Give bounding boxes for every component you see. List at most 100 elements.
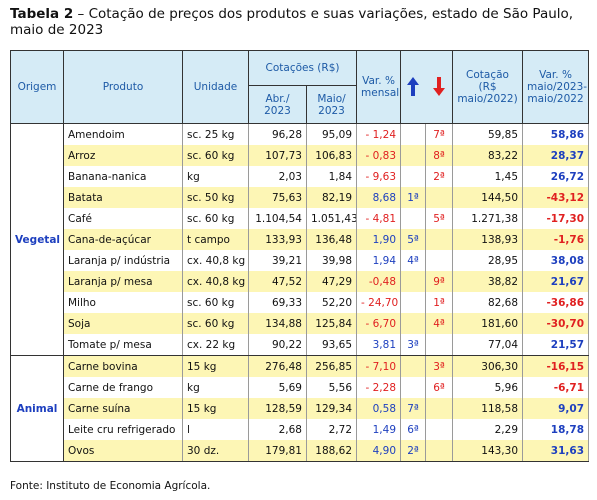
cell-cotacao-2022: 181,60	[452, 313, 524, 334]
cell-rank-up: 5ª	[400, 229, 427, 250]
cell-unidade: l	[182, 419, 249, 440]
cell-abr: 39,21	[248, 250, 307, 271]
cell-cotacao-2022: 118,58	[452, 398, 524, 419]
cell-rank-down	[425, 440, 454, 462]
cell-produto: Carne suína	[63, 398, 183, 419]
cell-abr: 128,59	[248, 398, 307, 419]
table-row: Laranja p/ mesa cx. 40,8 kg 47,52 47,29 -0,4…	[11, 271, 590, 292]
table-row: Batata sc. 50 kg 75,63 82,19 8,68 1ª 144,50 -43…	[11, 187, 590, 208]
cell-rank-up	[400, 355, 427, 377]
table-row: Ovos 30 dz. 179,81 188,62 4,90 2ª 143,30 31,63	[11, 440, 590, 462]
cell-rank-down	[425, 187, 454, 208]
cell-rank-down	[425, 229, 454, 250]
table-row: Leite cru refrigerado l 2,68 2,72 1,49 6ª 2,29…	[11, 419, 590, 440]
cell-var-anual: 38,08	[522, 250, 590, 271]
cell-unidade: 15 kg	[182, 355, 249, 377]
cell-var-anual: 9,07	[522, 398, 590, 419]
cell-abr: 134,88	[248, 313, 307, 334]
table-row: Vegetal Amendoim sc. 25 kg 96,28 95,09- 1,24…	[10, 123, 590, 356]
cell-rank-down: 9ª	[425, 271, 454, 292]
cell-var-mensal: 1,90	[356, 229, 402, 250]
cell-maio: 136,48	[305, 229, 358, 250]
cell-var-anual: -6,71	[522, 377, 590, 398]
cell-rank-down	[425, 250, 454, 271]
cell-rank-down: 4ª	[425, 313, 454, 334]
cell-produto: Laranja p/ indústria	[63, 250, 183, 271]
cell-cotacao-2022: 5,96	[452, 377, 524, 398]
header-maio: Maio/ 2023	[305, 85, 358, 124]
cell-rank-up	[400, 292, 427, 313]
cell-unidade: cx. 40,8 kg	[182, 250, 249, 271]
cell-produto: Milho	[63, 292, 183, 313]
cell-cotacao-2022: 138,93	[452, 229, 524, 250]
cell-maio: 52,20	[305, 292, 358, 313]
cell-unidade: sc. 60 kg	[182, 208, 249, 229]
cell-abr: 69,33	[248, 292, 307, 313]
cell-var-mensal: 0,58	[356, 398, 402, 419]
cell-var-mensal: - 7,10	[356, 355, 402, 377]
cell-rank-up: 2ª	[400, 440, 427, 462]
cell-unidade: sc. 60 kg	[182, 292, 249, 313]
cell-rank-up: 1ª	[400, 187, 427, 208]
cell-maio: 47,29	[305, 271, 358, 292]
cell-cotacao-2022: 28,95	[452, 250, 524, 271]
title-label: Tabela 2	[10, 6, 74, 22]
cell-unidade: cx. 40,8 kg	[182, 271, 249, 292]
cell-produto: Batata	[63, 187, 183, 208]
cell-rank-up: 7ª	[400, 398, 427, 419]
cell-produto: Arroz	[63, 145, 183, 166]
cell-unidade: sc. 60 kg	[182, 313, 249, 334]
arrow-up-icon	[407, 76, 420, 96]
table-row: Tomate p/ mesa cx. 22 kg 90,22 93,65 3,81 3ª 7…	[11, 334, 590, 356]
cell-var-mensal: -0,48	[356, 271, 402, 292]
cell-var-mensal: 4,90	[356, 440, 402, 462]
table-row: Café sc. 60 kg 1.104,54 1.051,43- 4,81 5ª 1.2…	[11, 208, 590, 229]
table-row: Carne de frango kg 5,69 5,56- 2,28 6ª 5,96 -6,…	[11, 377, 590, 398]
cell-abr: 96,28	[248, 123, 307, 145]
cell-var-anual: -16,15	[522, 355, 590, 377]
cell-var-anual: -17,30	[522, 208, 590, 229]
cell-cotacao-2022: 144,50	[452, 187, 524, 208]
cell-var-mensal: 1,94	[356, 250, 402, 271]
cell-unidade: sc. 50 kg	[182, 187, 249, 208]
cell-abr: 133,93	[248, 229, 307, 250]
cell-var-anual: 21,67	[522, 271, 590, 292]
cell-unidade: 15 kg	[182, 398, 249, 419]
cell-cotacao-2022: 38,82	[452, 271, 524, 292]
cell-cotacao-2022: 1.271,38	[452, 208, 524, 229]
cell-rank-down: 6ª	[425, 377, 454, 398]
table-row: Banana-nanica kg 2,03 1,84- 9,63 2ª 1,45 26,72	[11, 166, 590, 187]
cell-var-mensal: - 2,28	[356, 377, 402, 398]
cell-unidade: 30 dz.	[182, 440, 249, 462]
cell-produto: Soja	[63, 313, 183, 334]
table-body: Vegetal Amendoim sc. 25 kg 96,28 95,09- 1,24…	[10, 123, 590, 462]
price-table: Origem Produto Unidade Cotações (R$) Var…	[10, 50, 590, 462]
cell-rank-down: 7ª	[425, 123, 454, 145]
title: Tabela 2 – Cotação de preços dos produto…	[10, 6, 590, 38]
cell-abr: 107,73	[248, 145, 307, 166]
cell-cotacao-2022: 59,85	[452, 123, 524, 145]
table-row: Carne suína 15 kg 128,59 129,34 0,58 7ª 118,58…	[11, 398, 590, 419]
cell-var-anual: 58,86	[522, 123, 590, 145]
cell-var-mensal: - 6,70	[356, 313, 402, 334]
cell-rank-down: 5ª	[425, 208, 454, 229]
cell-var-mensal: - 1,24	[356, 123, 402, 145]
header-cotacao-2022: Cotação (R$ maio/2022)	[452, 50, 524, 124]
source: Fonte: Instituto de Economia Agrícola.	[10, 480, 211, 492]
header-abr: Abr./ 2023	[248, 85, 307, 124]
cell-var-anual: 28,37	[522, 145, 590, 166]
cell-produto: Tomate p/ mesa	[63, 334, 183, 356]
cell-cotacao-2022: 77,04	[452, 334, 524, 356]
cell-unidade: sc. 60 kg	[182, 145, 249, 166]
cell-unidade: sc. 25 kg	[182, 123, 249, 145]
cell-unidade: cx. 22 kg	[182, 334, 249, 356]
cell-maio: 93,65	[305, 334, 358, 356]
cell-rank-down: 8ª	[425, 145, 454, 166]
cell-rank-up	[400, 166, 427, 187]
cell-var-mensal: - 24,70	[356, 292, 402, 313]
cell-cotacao-2022: 2,29	[452, 419, 524, 440]
table-row: Animal Carne bovina 15 kg 276,48 256,85- 7,1…	[10, 355, 590, 462]
cell-var-anual: -43,12	[522, 187, 590, 208]
cell-rank-down	[425, 398, 454, 419]
cell-abr: 276,48	[248, 355, 307, 377]
